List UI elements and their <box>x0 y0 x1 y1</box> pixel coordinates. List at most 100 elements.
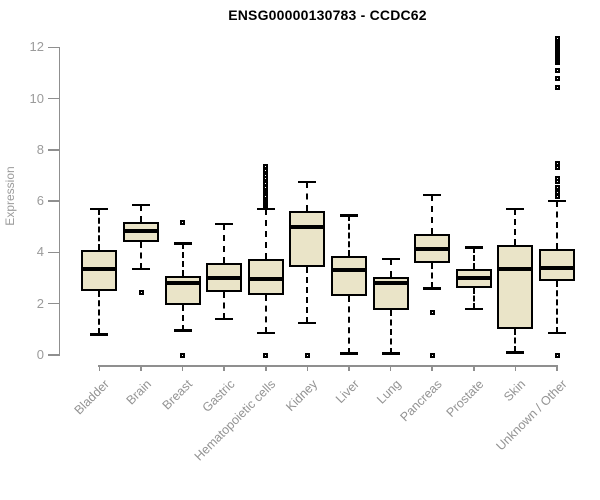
x-tick <box>473 365 475 371</box>
median-line <box>414 246 451 251</box>
outlier-point <box>429 310 435 316</box>
lower-whisker-cap <box>381 352 400 355</box>
outlier-point <box>554 84 560 90</box>
upper-whisker <box>98 208 101 250</box>
box-skin <box>497 244 534 330</box>
upper-whisker <box>472 247 475 270</box>
upper-whisker <box>264 208 267 259</box>
y-tick-label: 6 <box>36 193 44 209</box>
y-tick <box>47 97 59 100</box>
x-tick-label: Bladder <box>71 377 113 418</box>
lower-whisker-cap <box>340 352 358 355</box>
outlier-point <box>554 161 560 167</box>
lower-whisker-cap <box>423 287 442 290</box>
median-line <box>206 276 243 281</box>
outlier-point <box>554 189 560 195</box>
outlier-point <box>180 220 186 226</box>
lower-whisker <box>264 294 267 334</box>
upper-whisker <box>514 208 517 245</box>
outlier-point <box>263 352 269 358</box>
outlier-point <box>554 352 560 358</box>
x-axis <box>98 365 558 367</box>
lower-whisker <box>514 329 517 353</box>
y-tick <box>47 46 59 49</box>
y-tick-label: 2 <box>36 295 44 311</box>
x-tick <box>514 365 517 371</box>
upper-whisker-cap <box>256 207 275 211</box>
upper-whisker-cap <box>423 193 442 196</box>
x-tick-label: Gastric <box>199 377 238 415</box>
chart-title: ENSG00000130783 - CCDC62 <box>228 7 427 23</box>
x-tick <box>556 365 558 371</box>
box-kidney <box>289 211 326 267</box>
lower-whisker-cap <box>298 321 317 325</box>
outlier-point <box>180 352 186 358</box>
x-tick <box>389 365 392 371</box>
upper-whisker-cap <box>464 246 483 249</box>
x-tick-label: Lung <box>373 377 404 407</box>
lower-whisker <box>140 242 142 270</box>
upper-whisker-cap <box>506 207 525 211</box>
y-tick-label: 0 <box>36 347 44 362</box>
outlier-point <box>304 352 310 358</box>
median-line <box>331 268 367 273</box>
lower-whisker-cap <box>132 267 150 271</box>
lower-whisker <box>181 305 184 331</box>
x-tick-label: Skin <box>501 377 529 405</box>
lower-whisker-cap <box>548 331 566 335</box>
median-line <box>289 224 326 229</box>
upper-whisker-cap <box>215 222 234 226</box>
median-line <box>455 276 492 281</box>
x-tick-label: Kidney <box>283 377 321 414</box>
lower-whisker-cap <box>173 329 192 332</box>
box-breast <box>164 275 201 305</box>
upper-whisker <box>181 243 184 276</box>
y-tick <box>47 251 59 254</box>
x-tick <box>348 365 350 371</box>
y-tick <box>47 200 59 202</box>
median-line <box>372 281 409 286</box>
upper-whisker <box>140 205 142 222</box>
median-line <box>247 277 284 282</box>
median-line <box>123 228 159 233</box>
lower-whisker-cap <box>464 307 483 311</box>
x-tick-label: Prostate <box>443 377 487 420</box>
x-tick-label: Brain <box>123 377 154 408</box>
lower-whisker-cap <box>90 333 109 336</box>
x-tick <box>140 365 142 371</box>
upper-whisker <box>306 181 309 212</box>
lower-whisker <box>389 310 392 354</box>
x-tick-label: Pancreas <box>397 377 446 425</box>
lower-whisker <box>223 292 226 320</box>
upper-whisker <box>348 215 350 257</box>
x-tick <box>306 365 309 371</box>
box-unknown-other <box>539 248 575 281</box>
upper-whisker <box>431 194 434 235</box>
y-tick-label: 8 <box>36 141 44 157</box>
outlier-point <box>554 75 560 81</box>
upper-whisker-cap <box>548 199 566 203</box>
median-line <box>164 281 201 286</box>
upper-whisker-cap <box>173 242 192 245</box>
outlier-point <box>429 352 435 358</box>
lower-whisker <box>348 296 350 354</box>
outlier-point <box>138 289 144 295</box>
lower-whisker-cap <box>256 331 275 335</box>
outlier-point <box>554 175 560 181</box>
upper-whisker <box>556 201 558 249</box>
y-tick-label: 12 <box>29 39 44 55</box>
upper-whisker-cap <box>132 203 150 207</box>
x-tick-label: Liver <box>332 377 362 407</box>
x-tick <box>265 365 267 371</box>
outlier-point <box>554 184 560 190</box>
outlier-point <box>263 164 269 170</box>
y-tick <box>47 354 59 356</box>
box-hematopoietic-cells <box>247 258 284 295</box>
lower-whisker-cap <box>506 351 525 354</box>
median-line <box>497 267 534 272</box>
upper-whisker <box>389 258 392 277</box>
upper-whisker-cap <box>298 180 317 184</box>
lower-whisker <box>306 266 309 323</box>
lower-whisker <box>556 280 558 334</box>
